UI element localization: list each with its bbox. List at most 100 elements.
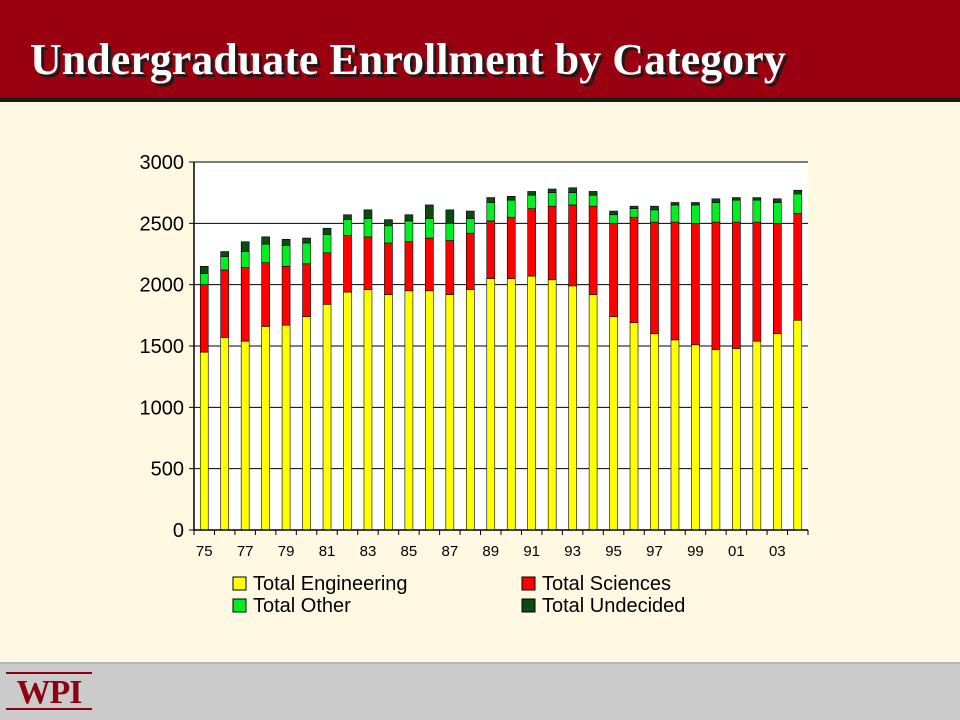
bar-segment-total-engineering xyxy=(384,294,393,531)
bar-segment-total-other xyxy=(261,243,270,263)
bar-segment-total-sciences xyxy=(650,221,659,335)
bar-segment-total-engineering xyxy=(732,348,741,531)
bar-segment-total-undecided xyxy=(568,187,577,193)
x-tick-label: 89 xyxy=(482,543,499,560)
bar-segment-total-other xyxy=(240,251,250,268)
x-tick-label: 75 xyxy=(196,543,213,560)
bar-segment-total-engineering xyxy=(670,339,680,531)
bar-segment-total-sciences xyxy=(302,263,311,317)
bar-segment-total-undecided xyxy=(732,197,741,201)
bar-segment-total-undecided xyxy=(281,238,291,246)
bar-segment-total-other xyxy=(199,273,209,285)
bar-segment-total-engineering xyxy=(199,351,209,531)
title-bar: Undergraduate Enrollment by Category xyxy=(0,0,960,102)
bar-segment-total-sciences xyxy=(568,204,577,287)
x-tick-label: 87 xyxy=(441,543,458,560)
bar-segment-total-undecided xyxy=(527,191,537,196)
bar-segment-total-engineering xyxy=(445,294,455,531)
bar-segment-total-engineering xyxy=(425,290,434,531)
x-tick-label: 01 xyxy=(728,543,745,560)
legend-label: Total Sciences xyxy=(542,573,671,595)
bar-segment-total-undecided xyxy=(445,209,455,224)
y-tick-label: 2500 xyxy=(140,213,185,235)
bar-segment-total-undecided xyxy=(199,265,209,274)
slide-title: Undergraduate Enrollment by Category xyxy=(30,35,786,84)
bar-segment-total-sciences xyxy=(527,208,537,277)
enrollment-chart: 0 500 1000 1500 2000 2500 3000 75 77 79 81 83 85 87 89… xyxy=(140,152,809,617)
bar-segment-total-sciences xyxy=(752,221,762,342)
bar-segment-total-undecided xyxy=(343,214,352,220)
bar-segment-total-other xyxy=(384,225,393,244)
bar-segment-total-other xyxy=(527,194,537,209)
bar-segment-total-engineering xyxy=(568,285,577,531)
bar-segment-total-engineering xyxy=(547,279,557,531)
bar-segment-total-engineering xyxy=(220,337,229,531)
bar-segment-total-undecided xyxy=(384,219,393,227)
bar-segment-total-undecided xyxy=(240,241,250,252)
bar-segment-total-other xyxy=(568,192,577,206)
bar-segment-total-engineering xyxy=(465,289,475,531)
y-tick-label: 0 xyxy=(173,520,184,542)
bar-segment-total-other xyxy=(404,220,414,243)
bar-segment-total-sciences xyxy=(772,223,782,335)
y-tick-label: 1000 xyxy=(140,397,185,419)
bar-segment-total-sciences xyxy=(711,221,721,350)
bar-segment-total-engineering xyxy=(281,324,291,531)
bar-segment-total-sciences xyxy=(691,223,700,346)
bar-segment-total-undecided xyxy=(404,214,414,222)
bar-segment-total-undecided xyxy=(629,205,639,209)
bar-segment-total-other xyxy=(650,209,659,223)
bar-segment-total-engineering xyxy=(793,319,803,531)
x-tick-label: 83 xyxy=(360,543,377,560)
bar-segment-total-undecided xyxy=(670,202,680,206)
legend-swatch xyxy=(232,598,247,613)
bar-segment-total-undecided xyxy=(752,197,762,201)
bar-segment-total-sciences xyxy=(220,269,229,338)
bar-segment-total-other xyxy=(343,219,352,236)
bar-segment-total-sciences xyxy=(547,205,557,281)
legend-label: Total Engineering xyxy=(253,573,408,595)
bar-segment-total-sciences xyxy=(670,221,680,341)
bar-segment-total-other xyxy=(302,242,311,265)
legend-swatch xyxy=(521,598,536,613)
bar-segment-total-engineering xyxy=(261,326,270,531)
bar-segment-total-undecided xyxy=(465,210,475,219)
chart-area: 0 500 1000 1500 2000 2500 3000 75 77 79 81 83 85 87 89… xyxy=(0,102,960,662)
legend-label: Total Other xyxy=(253,595,351,617)
bar-segment-total-sciences xyxy=(384,242,393,295)
bar-segment-total-other xyxy=(465,218,475,234)
bar-segment-total-sciences xyxy=(629,216,639,323)
x-tick-label: 93 xyxy=(564,543,581,560)
bar-segment-total-sciences xyxy=(445,240,455,295)
bar-segment-total-engineering xyxy=(650,333,659,531)
bar-segment-total-undecided xyxy=(609,210,618,216)
bar-segment-total-other xyxy=(588,194,598,207)
bar-segment-total-other xyxy=(220,256,229,271)
bar-segment-total-other xyxy=(732,199,741,223)
bar-segment-total-engineering xyxy=(691,344,700,531)
bar-segment-total-undecided xyxy=(220,251,229,257)
bar-segment-total-undecided xyxy=(486,197,496,203)
bar-segment-total-other xyxy=(772,202,782,224)
bar-segment-total-sciences xyxy=(240,267,250,342)
bar-segment-total-engineering xyxy=(588,294,598,531)
bar-segment-total-sciences xyxy=(199,284,209,353)
bar-segment-total-undecided xyxy=(711,198,721,203)
bar-segment-total-undecided xyxy=(650,205,659,211)
bar-segment-total-engineering xyxy=(240,340,250,531)
bar-segment-total-engineering xyxy=(629,322,639,531)
wpi-logo: WPI xyxy=(6,672,92,710)
legend-swatch xyxy=(521,576,536,591)
bar-segment-total-undecided xyxy=(588,191,598,196)
footer: WPI xyxy=(0,662,960,720)
bar-segment-total-other xyxy=(445,223,455,241)
bar-segment-total-sciences xyxy=(425,237,434,292)
x-tick-label: 77 xyxy=(237,543,254,560)
bar-segment-total-undecided xyxy=(793,189,803,195)
bar-segment-total-engineering xyxy=(506,278,516,531)
bar-segment-total-sciences xyxy=(363,236,373,290)
legend-swatch xyxy=(232,576,247,591)
bar-segment-total-engineering xyxy=(322,303,332,531)
bar-segment-total-other xyxy=(691,204,700,224)
bar-segment-total-other xyxy=(793,193,803,214)
